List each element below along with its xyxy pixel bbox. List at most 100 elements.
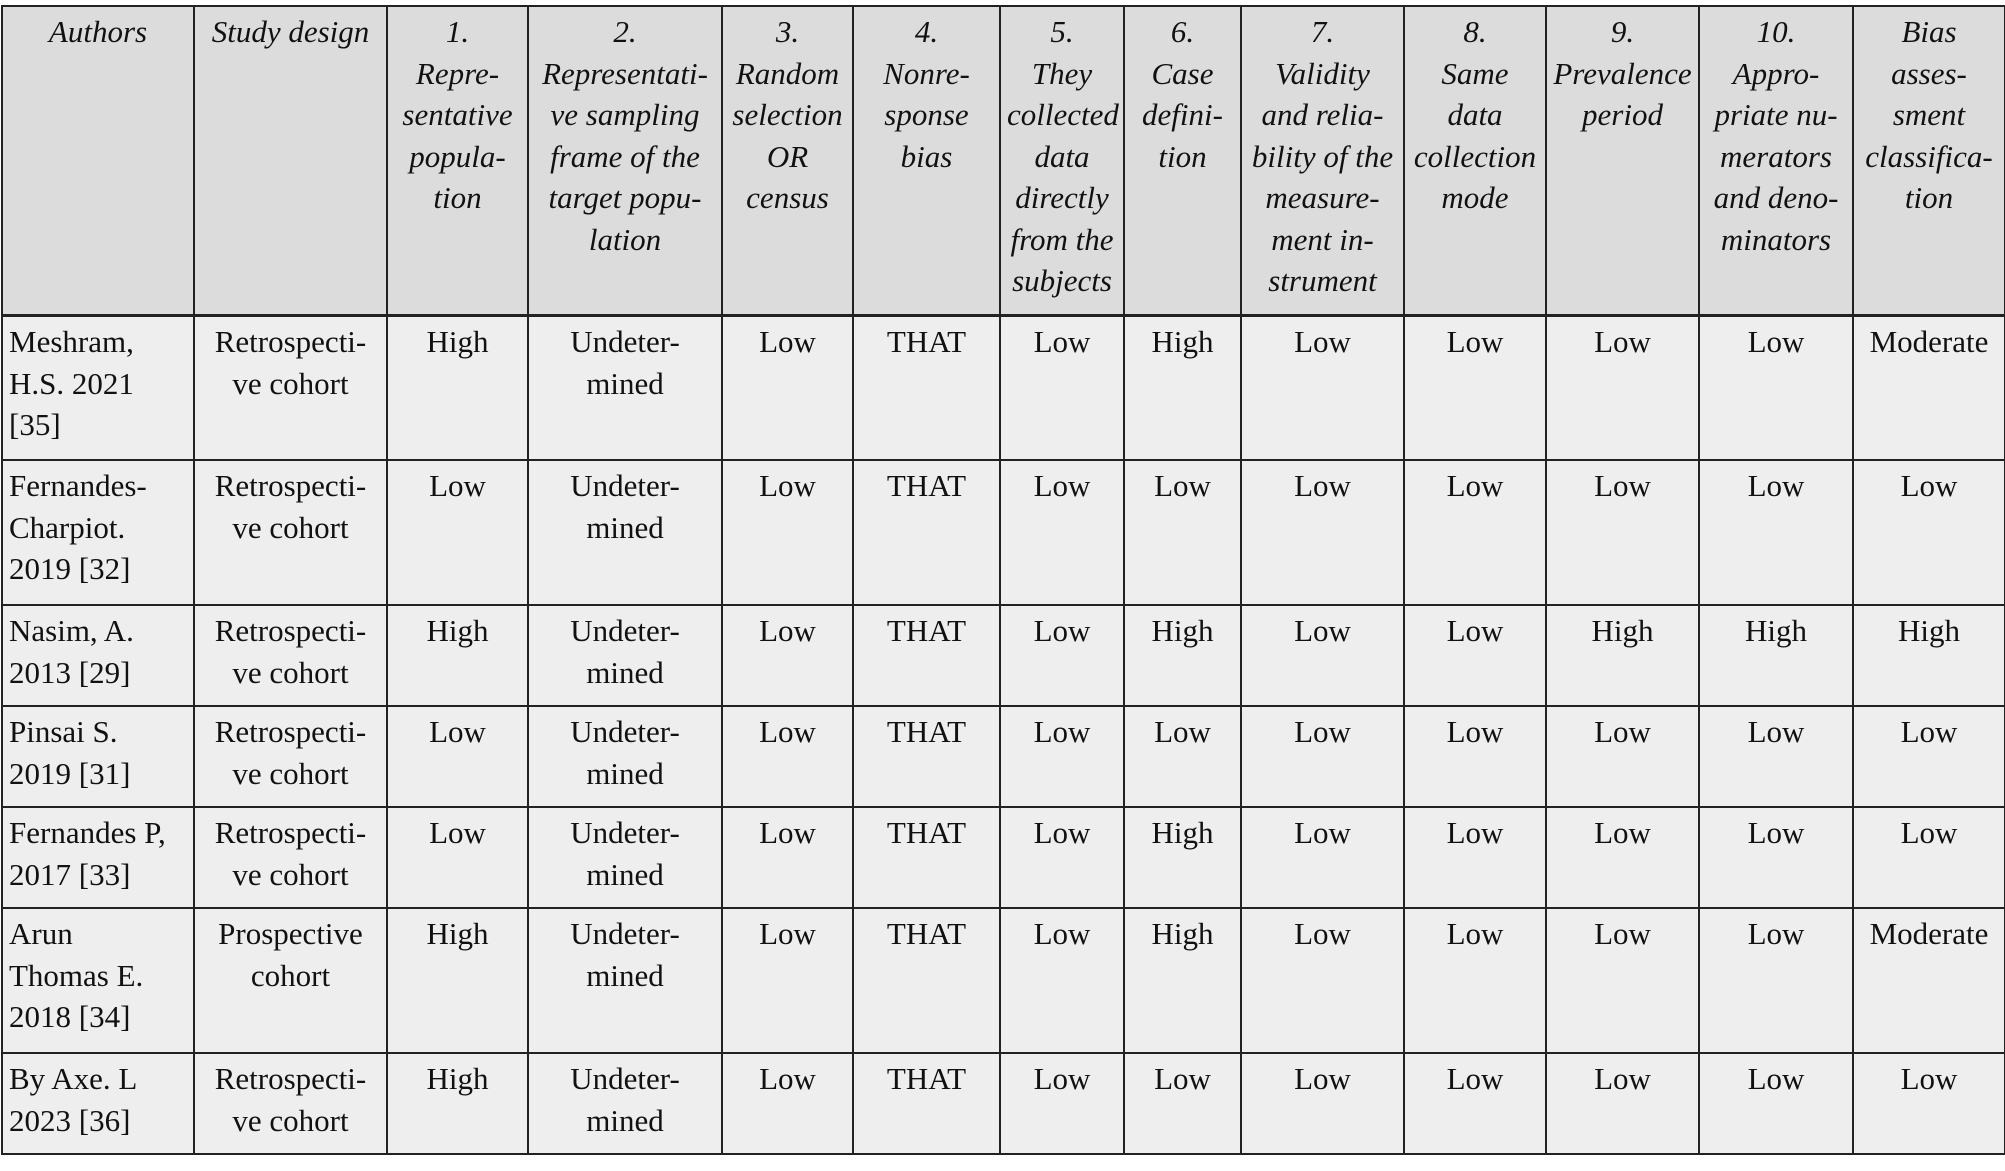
rating-cell: Low: [1403, 806, 1547, 909]
study-design-cell: Retrospecti- ve cohort: [193, 604, 388, 707]
table-row: Fernandes P, 2017 [33] Retrospecti- ve co…: [1, 806, 2005, 909]
rating-cell: Undeter- mined: [527, 314, 723, 461]
column-header: Authors: [1, 5, 195, 317]
table-row: Pinsai S. 2019 [31] Retrospecti- ve cohor…: [1, 705, 2005, 808]
rating-cell: Undeter- mined: [527, 459, 723, 606]
author-cell: Pinsai S. 2019 [31]: [1, 705, 195, 808]
rating-cell: Low: [1698, 806, 1854, 909]
table-row: Nasim, A. 2013 [29] Retrospecti- ve cohor…: [1, 604, 2005, 707]
author-cell: Nasim, A. 2013 [29]: [1, 604, 195, 707]
rating-cell: Low: [1240, 604, 1405, 707]
rating-cell: Undeter- mined: [527, 907, 723, 1054]
rating-cell: Low: [1123, 459, 1242, 606]
rating-cell: Low: [1698, 705, 1854, 808]
rating-cell: Low: [386, 705, 529, 808]
column-header: 4. Nonre- sponse bias: [852, 5, 1001, 317]
rating-cell: Moderate: [1852, 314, 2005, 461]
author-cell: By Axe. L 2023 [36]: [1, 1052, 195, 1155]
rating-cell: Low: [1240, 907, 1405, 1054]
table-row: Fernandes- Charpiot. 2019 [32] Retrospect…: [1, 459, 2005, 606]
rating-cell: Low: [999, 907, 1125, 1054]
rating-cell: THAT: [852, 705, 1001, 808]
rating-cell: Low: [1545, 705, 1700, 808]
rating-cell: Low: [1123, 1052, 1242, 1155]
rating-cell: Low: [1240, 314, 1405, 461]
study-design-cell: Retrospecti- ve cohort: [193, 806, 388, 909]
rating-cell: Low: [1545, 459, 1700, 606]
rating-cell: THAT: [852, 907, 1001, 1054]
rating-cell: THAT: [852, 806, 1001, 909]
rating-cell: Low: [721, 314, 854, 461]
column-header: 7. Validity and relia- bility of the mea…: [1240, 5, 1405, 317]
rating-cell: Undeter- mined: [527, 806, 723, 909]
rating-cell: Low: [1240, 1052, 1405, 1155]
rating-cell: Low: [1545, 907, 1700, 1054]
rating-cell: Low: [1403, 604, 1547, 707]
rating-cell: Low: [1545, 314, 1700, 461]
column-header: 9. Prevalence period: [1545, 5, 1700, 317]
rating-cell: High: [386, 1052, 529, 1155]
rating-cell: THAT: [852, 459, 1001, 606]
rating-cell: High: [386, 907, 529, 1054]
rating-cell: Low: [1545, 806, 1700, 909]
rating-cell: Undeter- mined: [527, 1052, 723, 1155]
author-cell: Meshram, H.S. 2021 [35]: [1, 314, 195, 461]
rating-cell: High: [1852, 604, 2005, 707]
rating-cell: High: [1698, 604, 1854, 707]
column-header: Study design: [193, 5, 388, 317]
column-header: Bias asses- sment classifica- tion: [1852, 5, 2005, 317]
study-design-cell: Retrospecti- ve cohort: [193, 705, 388, 808]
rating-cell: Low: [999, 1052, 1125, 1155]
column-header: 1. Repre- sentative popula- tion: [386, 5, 529, 317]
study-design-cell: Retrospecti- ve cohort: [193, 314, 388, 461]
column-header: 6. Case defini- tion: [1123, 5, 1242, 317]
rating-cell: Low: [999, 604, 1125, 707]
rating-cell: Low: [1852, 459, 2005, 606]
table-row: Arun Thomas E. 2018 [34] Prospective coho…: [1, 907, 2005, 1054]
risk-of-bias-table: Authors Study design 1. Repre- sentative p…: [1, 5, 2005, 1155]
rating-cell: Low: [386, 459, 529, 606]
rating-cell: Low: [721, 1052, 854, 1155]
rating-cell: Low: [1403, 907, 1547, 1054]
rating-cell: Low: [1403, 1052, 1547, 1155]
rating-cell: THAT: [852, 604, 1001, 707]
rating-cell: Low: [1403, 314, 1547, 461]
rating-cell: THAT: [852, 314, 1001, 461]
rating-cell: High: [1123, 604, 1242, 707]
rating-cell: THAT: [852, 1052, 1001, 1155]
rating-cell: Low: [1852, 806, 2005, 909]
column-header: 3. Random selection OR census: [721, 5, 854, 317]
column-header: 5. They collected data directly from the…: [999, 5, 1125, 317]
rating-cell: Low: [999, 705, 1125, 808]
column-header: 10. Appro- priate nu- merators and deno-…: [1698, 5, 1854, 317]
column-header: 2. Representati- ve sampling frame of th…: [527, 5, 723, 317]
rating-cell: Undeter- mined: [527, 604, 723, 707]
rating-cell: High: [1545, 604, 1700, 707]
author-cell: Arun Thomas E. 2018 [34]: [1, 907, 195, 1054]
rating-cell: High: [1123, 806, 1242, 909]
study-design-cell: Retrospecti- ve cohort: [193, 459, 388, 606]
rating-cell: Low: [1545, 1052, 1700, 1155]
rating-cell: Low: [1240, 705, 1405, 808]
column-header: 8. Same data collection mode: [1403, 5, 1547, 317]
rating-cell: Low: [999, 314, 1125, 461]
rating-cell: Low: [1852, 1052, 2005, 1155]
rating-cell: Low: [1698, 314, 1854, 461]
table-row: Meshram, H.S. 2021 [35] Retrospecti- ve c…: [1, 314, 2005, 461]
rating-cell: Undeter- mined: [527, 705, 723, 808]
rating-cell: Low: [1123, 705, 1242, 808]
rating-cell: Low: [386, 806, 529, 909]
rating-cell: Low: [1240, 459, 1405, 606]
rating-cell: Low: [999, 459, 1125, 606]
rating-cell: Low: [1698, 459, 1854, 606]
rating-cell: Low: [1403, 705, 1547, 808]
rating-cell: High: [1123, 314, 1242, 461]
rating-cell: Low: [721, 604, 854, 707]
rating-cell: Low: [1240, 806, 1405, 909]
rating-cell: Low: [1403, 459, 1547, 606]
rating-cell: Low: [721, 806, 854, 909]
rating-cell: Low: [999, 806, 1125, 909]
author-cell: Fernandes P, 2017 [33]: [1, 806, 195, 909]
rating-cell: Low: [1852, 705, 2005, 808]
rating-cell: High: [386, 314, 529, 461]
